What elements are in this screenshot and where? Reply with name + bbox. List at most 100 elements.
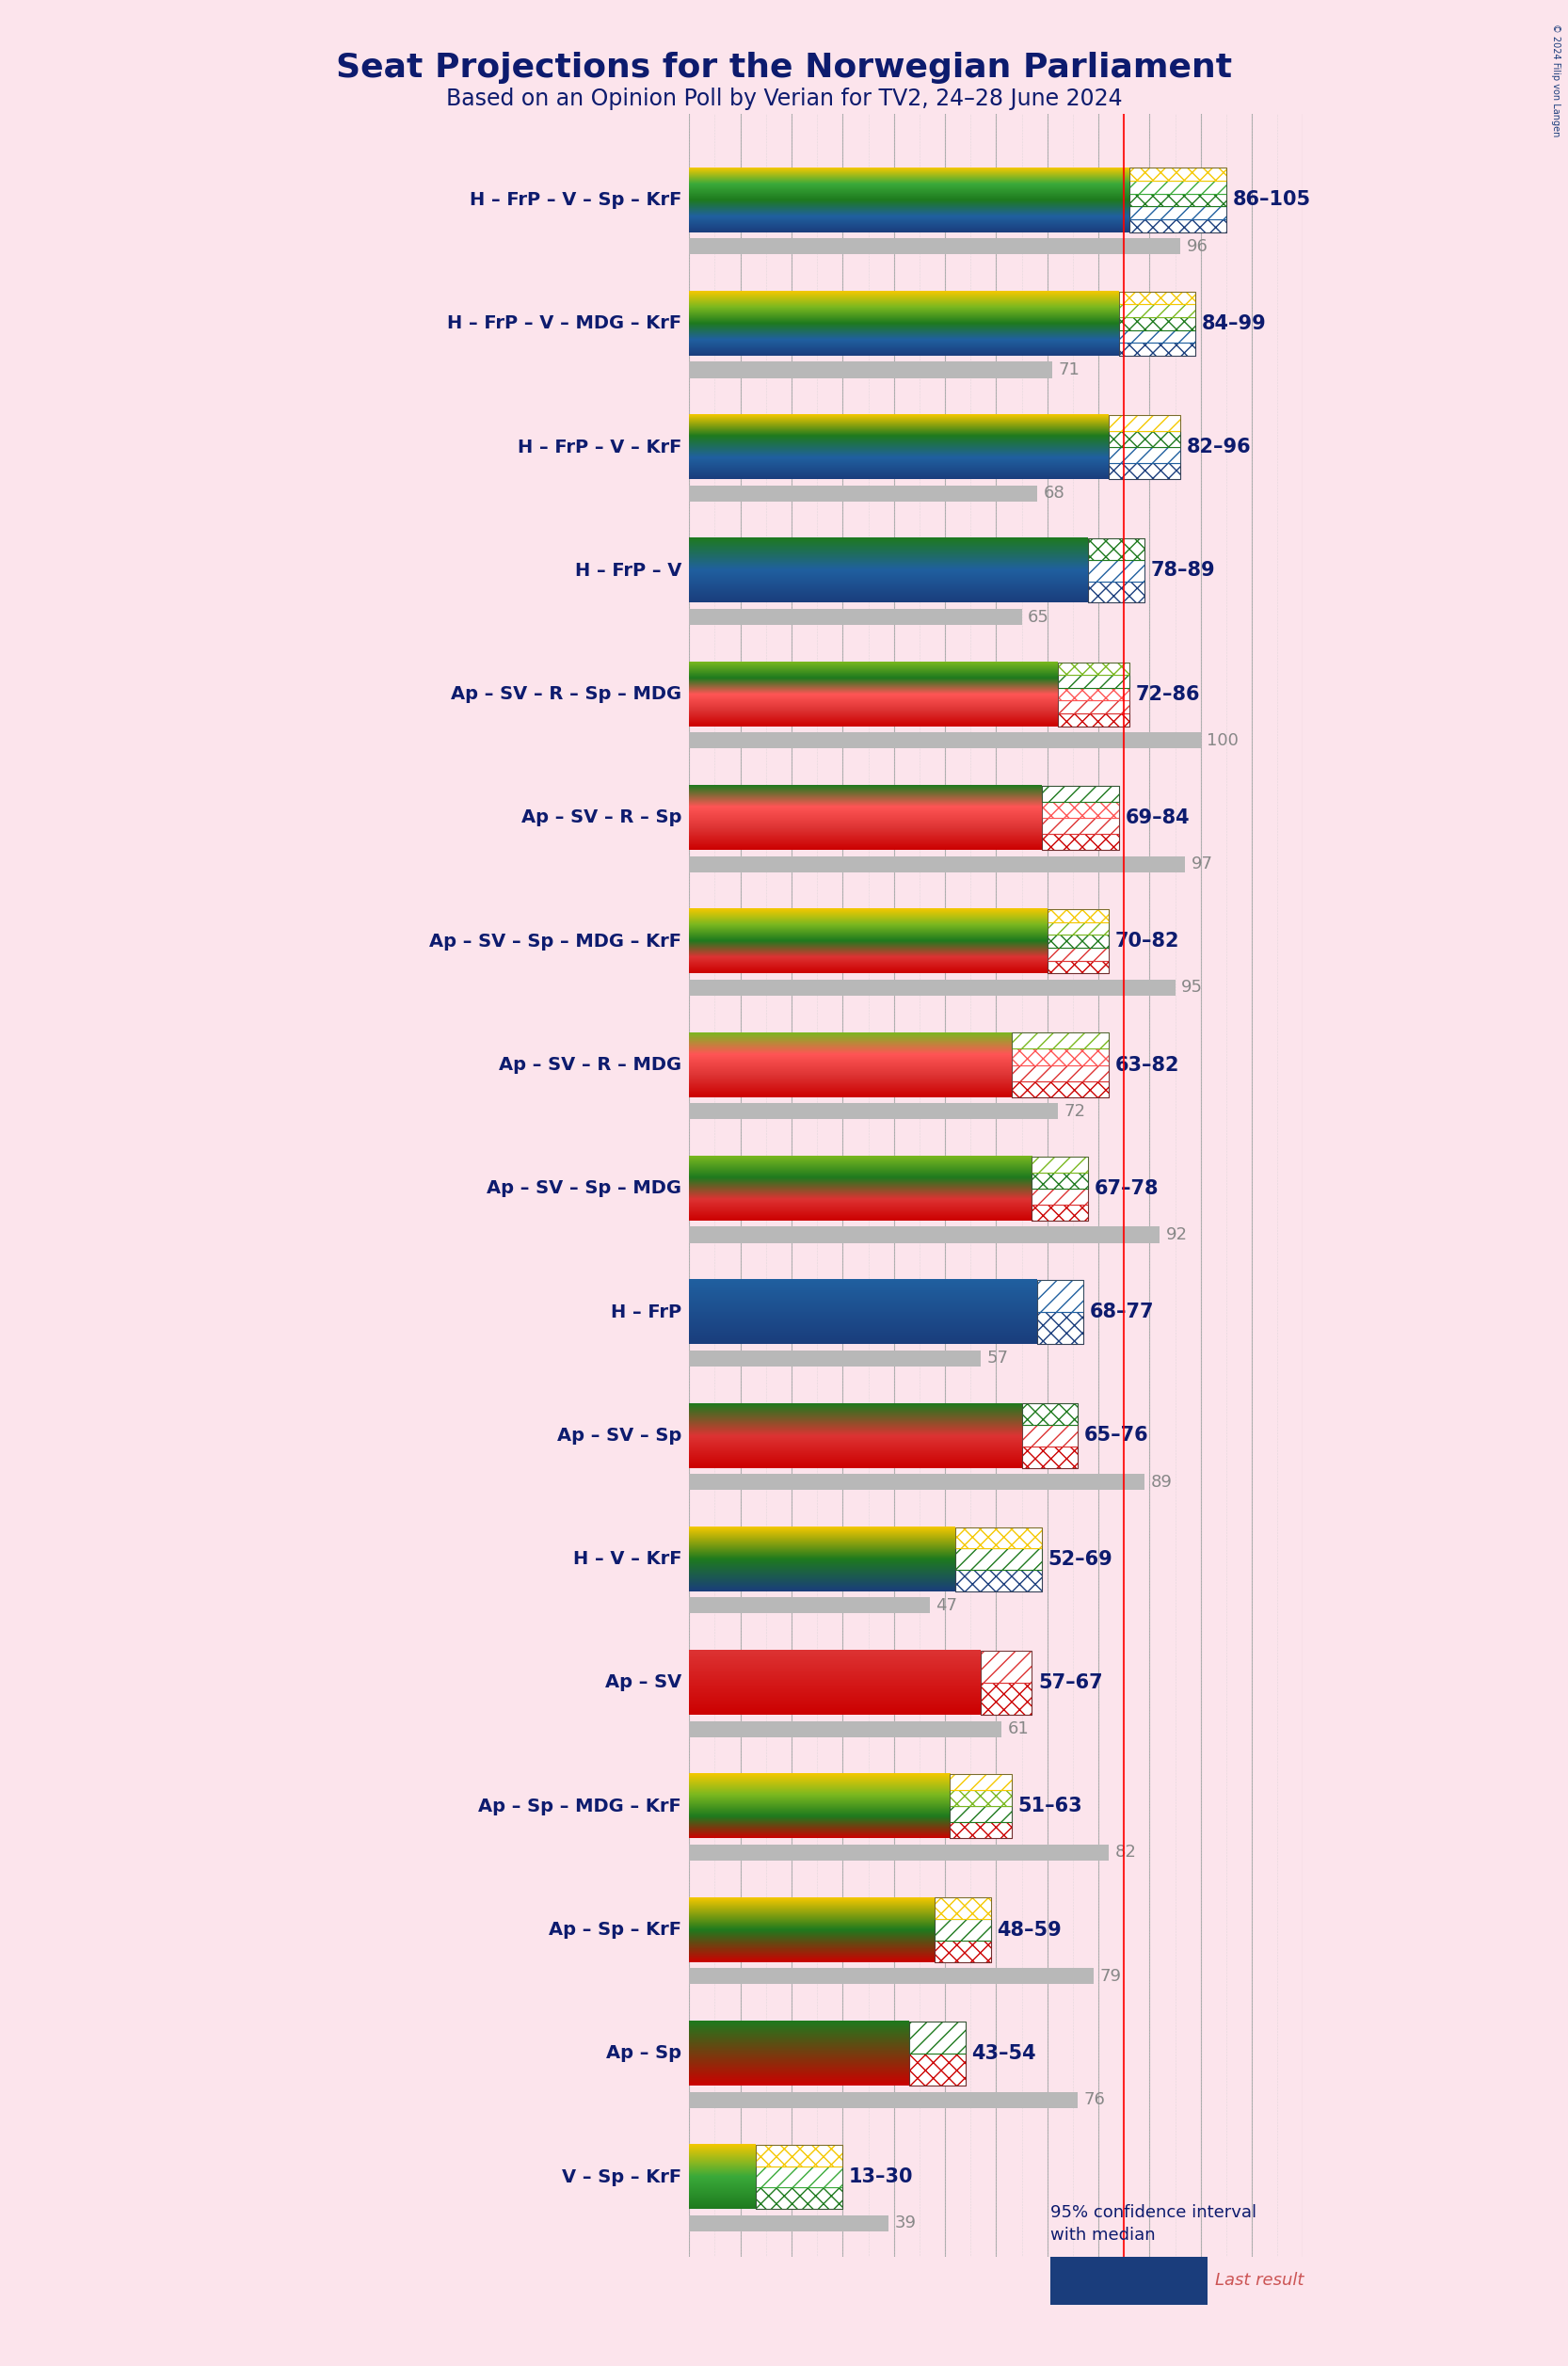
Bar <box>909 2021 966 2084</box>
Text: Ap – SV – R – Sp – MDG: Ap – SV – R – Sp – MDG <box>452 686 682 703</box>
Bar <box>1057 674 1129 689</box>
Text: 97: 97 <box>1192 856 1214 873</box>
Bar <box>1043 786 1120 849</box>
Bar <box>1043 802 1120 819</box>
Bar <box>1047 935 1109 949</box>
Bar <box>1011 1034 1109 1048</box>
Bar <box>690 1720 1002 1737</box>
Bar <box>935 1898 991 1919</box>
Text: 69–84: 69–84 <box>1124 809 1190 828</box>
Bar <box>690 608 1022 625</box>
Text: 67–78: 67–78 <box>1094 1178 1159 1197</box>
Text: H – V – KrF: H – V – KrF <box>572 1550 682 1569</box>
Text: 57–67: 57–67 <box>1038 1673 1102 1692</box>
Bar <box>1109 414 1181 431</box>
Bar <box>1109 447 1181 464</box>
Bar <box>1032 1157 1088 1221</box>
Text: 39: 39 <box>895 2215 916 2231</box>
Bar <box>1032 1157 1088 1174</box>
Bar <box>935 1898 991 1961</box>
Text: 95: 95 <box>1181 980 1203 996</box>
Bar <box>1120 291 1195 305</box>
Text: 65–76: 65–76 <box>1083 1427 1149 1446</box>
Bar <box>950 1822 1011 1838</box>
Text: 95% confidence interval
with median: 95% confidence interval with median <box>1051 2205 1258 2243</box>
Bar <box>1032 1204 1088 1221</box>
Bar <box>1011 1034 1109 1098</box>
Text: 100: 100 <box>1207 731 1239 750</box>
Text: Ap – Sp – KrF: Ap – Sp – KrF <box>549 1921 682 1938</box>
Bar <box>690 733 1201 748</box>
Bar <box>690 980 1174 996</box>
Bar <box>950 1791 1011 1805</box>
Bar <box>955 1526 1043 1592</box>
Bar <box>1129 180 1226 194</box>
Text: 65: 65 <box>1029 608 1049 625</box>
Bar <box>690 362 1052 379</box>
Bar <box>935 1919 991 1940</box>
Bar <box>1022 1424 1077 1446</box>
Bar <box>690 485 1036 502</box>
Text: H – FrP – V – KrF: H – FrP – V – KrF <box>517 438 682 457</box>
Bar <box>1047 949 1109 961</box>
Bar <box>1011 1048 1109 1065</box>
Bar <box>1088 582 1145 603</box>
Text: 82–96: 82–96 <box>1187 438 1251 457</box>
Bar <box>1129 168 1226 232</box>
Bar <box>1057 689 1129 700</box>
Text: Ap – SV – Sp – MDG – KrF: Ap – SV – Sp – MDG – KrF <box>430 932 682 951</box>
Text: Ap – SV – R – Sp: Ap – SV – R – Sp <box>521 809 682 826</box>
Bar <box>1036 1280 1083 1344</box>
Bar <box>690 1226 1160 1242</box>
Bar <box>1043 819 1120 833</box>
Text: 92: 92 <box>1167 1226 1187 1242</box>
Text: 79: 79 <box>1099 1969 1121 1985</box>
Text: H – FrP: H – FrP <box>612 1304 682 1320</box>
Text: Seat Projections for the Norwegian Parliament: Seat Projections for the Norwegian Parli… <box>336 52 1232 85</box>
Text: 96: 96 <box>1187 239 1207 256</box>
Bar <box>1011 1081 1109 1098</box>
Bar <box>1088 539 1145 603</box>
Text: 68–77: 68–77 <box>1090 1304 1154 1323</box>
Text: Based on an Opinion Poll by Verian for TV2, 24–28 June 2024: Based on an Opinion Poll by Verian for T… <box>445 88 1123 111</box>
Bar <box>1036 1313 1083 1344</box>
Text: 76: 76 <box>1083 2092 1105 2108</box>
Bar <box>1032 1188 1088 1204</box>
Bar <box>1057 662 1129 674</box>
Bar <box>1022 1403 1077 1424</box>
Text: 72: 72 <box>1063 1103 1085 1119</box>
Bar <box>1129 206 1226 220</box>
Text: 70–82: 70–82 <box>1115 932 1179 951</box>
Bar <box>1047 961 1109 972</box>
Bar <box>1109 464 1181 480</box>
Text: Ap – SV – Sp: Ap – SV – Sp <box>557 1427 682 1446</box>
Text: 51–63: 51–63 <box>1018 1796 1082 1815</box>
Bar <box>690 2092 1077 2108</box>
Text: 43–54: 43–54 <box>972 2044 1036 2063</box>
Bar <box>690 1969 1093 1985</box>
Bar <box>935 1940 991 1961</box>
Bar <box>1088 539 1145 561</box>
Bar <box>955 1547 1043 1571</box>
Bar <box>980 1651 1032 1682</box>
Text: Ap – SV – R – MDG: Ap – SV – R – MDG <box>499 1055 682 1074</box>
Text: 72–86: 72–86 <box>1135 684 1200 703</box>
Bar <box>690 1845 1109 1860</box>
Bar <box>1043 833 1120 849</box>
Bar <box>1022 1446 1077 1467</box>
Text: 78–89: 78–89 <box>1151 561 1215 580</box>
Bar <box>909 2021 966 2054</box>
Bar <box>1120 317 1195 329</box>
Bar <box>690 856 1185 873</box>
Text: 57: 57 <box>986 1351 1008 1368</box>
Text: © 2024 Filip von Langen: © 2024 Filip von Langen <box>1551 24 1560 137</box>
Text: 86–105: 86–105 <box>1232 192 1311 211</box>
Bar <box>1109 414 1181 480</box>
Bar <box>690 1103 1057 1119</box>
Text: 84–99: 84–99 <box>1201 315 1267 334</box>
Text: Ap – Sp: Ap – Sp <box>607 2044 682 2063</box>
Bar <box>756 2189 842 2210</box>
Text: Last result: Last result <box>1215 2271 1305 2290</box>
Bar <box>756 2146 842 2167</box>
Bar <box>1057 662 1129 726</box>
